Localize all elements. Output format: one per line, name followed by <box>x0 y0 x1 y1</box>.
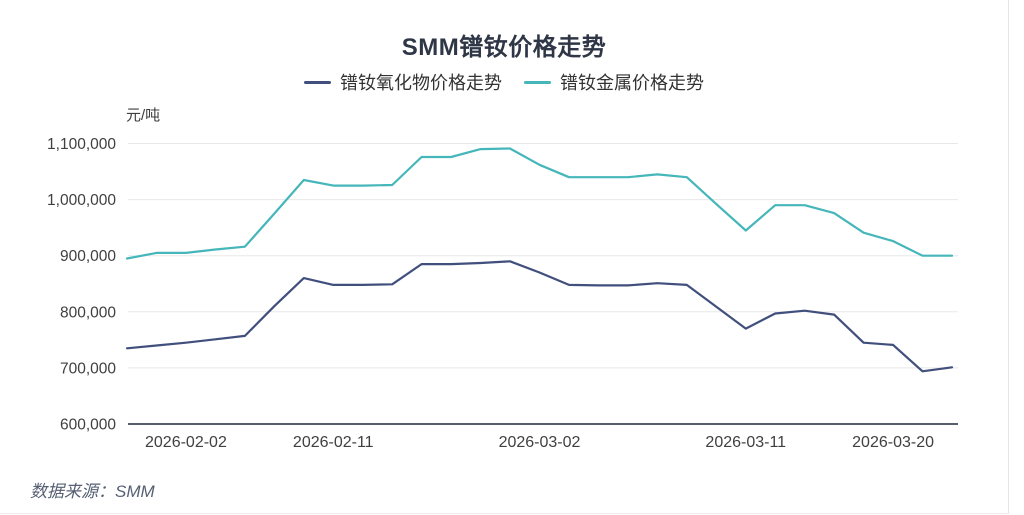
x-axis-tick-label: 2026-03-20 <box>852 434 934 451</box>
y-axis-tick-label: 1,000,000 <box>47 192 116 209</box>
y-axis-tick-label: 1,100,000 <box>47 136 116 153</box>
metal-line-marker-icon <box>524 80 551 84</box>
y-axis-tick-label: 900,000 <box>60 248 116 265</box>
x-axis-tick-label: 2026-02-02 <box>145 434 227 451</box>
x-axis-tick-label: 2026-03-11 <box>705 434 786 451</box>
legend-item-oxide[interactable]: 镨钕氧化物价格走势 <box>304 69 502 95</box>
oxide-line-marker-icon <box>304 80 331 84</box>
legend-item-metal[interactable]: 镨钕金属价格走势 <box>524 69 704 95</box>
x-axis-tick-label: 2026-02-11 <box>293 434 374 451</box>
chart-title: SMM镨钕价格走势 <box>401 34 607 61</box>
y-axis-unit-label: 元/吨 <box>126 107 161 124</box>
legend-label-metal: 镨钕金属价格走势 <box>560 73 704 93</box>
series-line-metal <box>125 147 954 260</box>
data-source-note: 数据来源：SMM <box>30 482 155 501</box>
y-axis-tick-label: 700,000 <box>60 360 116 377</box>
x-axis-tick-label: 2026-03-02 <box>499 434 581 451</box>
legend-label-oxide: 镨钕氧化物价格走势 <box>340 73 502 93</box>
chart-legend: 镨钕氧化物价格走势 镨钕金属价格走势 <box>0 69 1008 95</box>
y-axis-tick-label: 600,000 <box>60 417 116 434</box>
series-line-oxide <box>125 260 954 373</box>
y-axis-tick-label: 800,000 <box>60 304 116 321</box>
